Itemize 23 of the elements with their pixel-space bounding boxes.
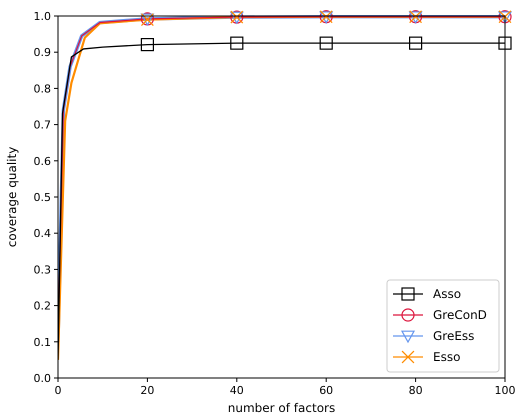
x-tick-label: 0 <box>54 384 62 397</box>
legend-label: GreConD <box>433 308 487 322</box>
y-tick-label: 1.0 <box>34 10 51 23</box>
y-tick-label: 0.9 <box>34 46 51 60</box>
x-tick-label: 20 <box>140 384 154 397</box>
legend-label: Esso <box>433 350 460 364</box>
y-tick-label: 0.2 <box>34 300 51 313</box>
y-tick-label: 0.8 <box>34 82 51 96</box>
y-tick-label: 0.7 <box>34 118 51 132</box>
legend-label: GreEss <box>433 329 474 343</box>
y-tick-label: 0.3 <box>34 263 51 276</box>
y-axis-title: coverage quality <box>5 146 19 248</box>
y-tick-label: 0.1 <box>34 336 51 349</box>
legend-label: Asso <box>433 287 462 301</box>
x-tick-label: 100 <box>494 384 515 397</box>
y-tick-label: 0.6 <box>34 154 51 168</box>
x-tick-label: 40 <box>230 384 244 397</box>
x-tick-label: 60 <box>319 384 334 397</box>
x-tick-label: 80 <box>408 384 423 397</box>
y-tick-label: 0.0 <box>34 372 51 385</box>
y-tick-label: 0.5 <box>34 191 51 204</box>
y-tick-label: 0.4 <box>34 227 51 240</box>
x-axis-title: number of factors <box>228 401 336 415</box>
